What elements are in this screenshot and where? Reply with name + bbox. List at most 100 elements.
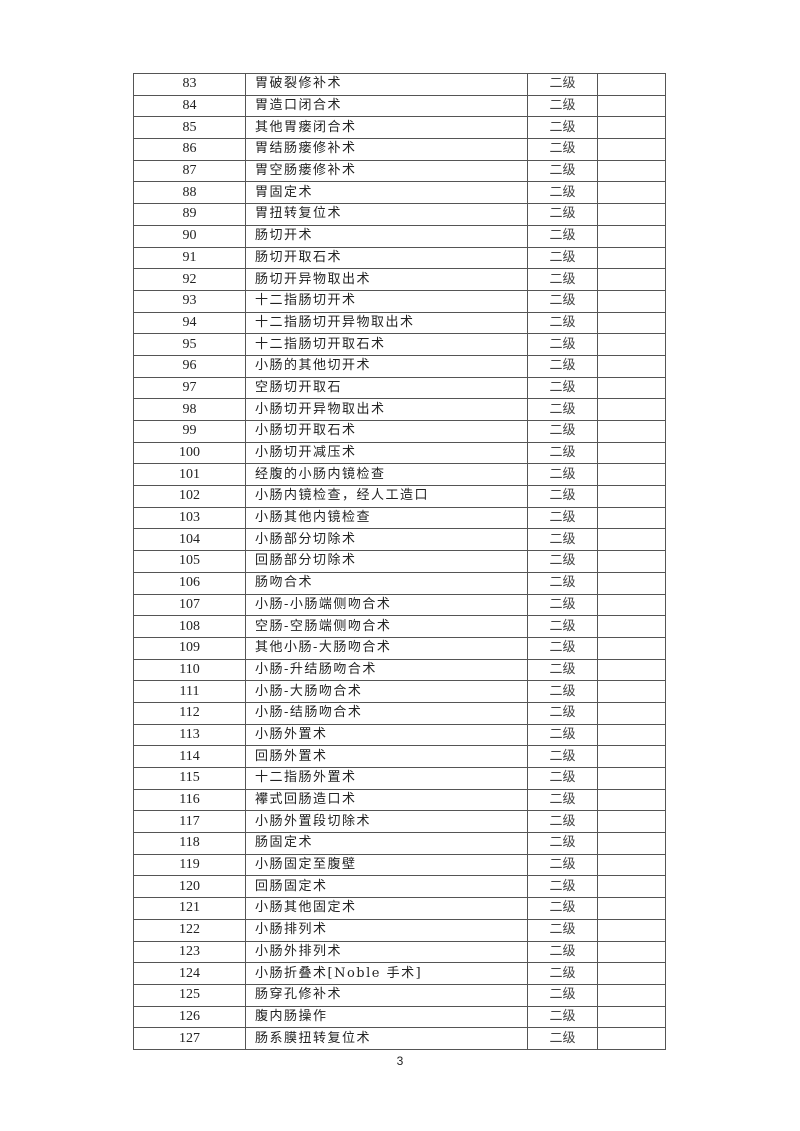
- table-row: 111 小肠-大肠吻合术 二级: [133, 680, 666, 703]
- table-row: 127 肠系膜扭转复位术 二级: [133, 1027, 666, 1050]
- procedure-name: 肠吻合术: [245, 571, 528, 595]
- row-number: 89: [133, 203, 246, 226]
- remark-cell: [597, 723, 666, 747]
- remark-cell: [597, 246, 666, 270]
- row-number: 122: [133, 918, 246, 942]
- procedure-level: 二级: [527, 745, 598, 768]
- procedure-name: 小肠-小肠端侧吻合术: [245, 593, 528, 617]
- row-number: 86: [133, 138, 246, 161]
- procedure-level: 二级: [527, 918, 598, 942]
- row-number: 87: [133, 159, 246, 183]
- row-number: 83: [133, 73, 246, 96]
- row-number: 127: [133, 1027, 246, 1050]
- procedure-name: 小肠切开减压术: [245, 441, 528, 465]
- procedure-level: 二级: [527, 723, 598, 747]
- table-row: 115 十二指肠外置术 二级: [133, 767, 666, 790]
- row-number: 123: [133, 940, 246, 964]
- remark-cell: [597, 962, 666, 985]
- procedure-level: 二级: [527, 376, 598, 400]
- procedure-level: 二级: [527, 311, 598, 335]
- row-number: 97: [133, 376, 246, 400]
- table-row: 108 空肠-空肠端侧吻合术 二级: [133, 615, 666, 638]
- procedure-name: 小肠-大肠吻合术: [245, 680, 528, 703]
- procedure-name: 肠固定术: [245, 832, 528, 855]
- row-number: 100: [133, 441, 246, 465]
- remark-cell: [597, 441, 666, 465]
- table-row: 124 小肠折叠术[Noble 手术] 二级: [133, 962, 666, 985]
- row-number: 114: [133, 745, 246, 768]
- table-row: 106 肠吻合术 二级: [133, 571, 666, 595]
- table-row: 116 襻式回肠造口术 二级: [133, 788, 666, 812]
- page-number: 3: [396, 1054, 404, 1068]
- row-number: 99: [133, 420, 246, 443]
- remark-cell: [597, 311, 666, 335]
- table-row: 94 十二指肠切开异物取出术 二级: [133, 311, 666, 335]
- procedure-level: 二级: [527, 420, 598, 443]
- table-row: 123 小肠外排列术 二级: [133, 940, 666, 964]
- remark-cell: [597, 593, 666, 617]
- row-number: 109: [133, 636, 246, 660]
- procedure-level: 二级: [527, 571, 598, 595]
- procedure-level: 二级: [527, 1005, 598, 1029]
- remark-cell: [597, 680, 666, 703]
- table-row: 125 肠穿孔修补术 二级: [133, 983, 666, 1007]
- remark-cell: [597, 940, 666, 964]
- procedure-level: 二级: [527, 506, 598, 530]
- table-row: 117 小肠外置段切除术 二级: [133, 810, 666, 834]
- procedure-level: 二级: [527, 767, 598, 790]
- procedure-level: 二级: [527, 853, 598, 877]
- row-number: 94: [133, 311, 246, 335]
- remark-cell: [597, 528, 666, 552]
- remark-cell: [597, 788, 666, 812]
- procedure-name: 小肠排列术: [245, 918, 528, 942]
- procedure-name: 其他胃瘘闭合术: [245, 116, 528, 140]
- table-row: 86 胃结肠瘘修补术 二级: [133, 138, 666, 161]
- row-number: 98: [133, 398, 246, 421]
- procedure-level: 二级: [527, 73, 598, 96]
- row-number: 103: [133, 506, 246, 530]
- procedure-name: 小肠固定至腹壁: [245, 853, 528, 877]
- table-row: 98 小肠切开异物取出术 二级: [133, 398, 666, 421]
- row-number: 126: [133, 1005, 246, 1029]
- procedure-name: 胃造口闭合术: [245, 94, 528, 118]
- row-number: 105: [133, 550, 246, 573]
- procedure-name: 小肠外置术: [245, 723, 528, 747]
- procedure-level: 二级: [527, 354, 598, 378]
- procedure-level: 二级: [527, 550, 598, 573]
- procedure-name: 空肠-空肠端侧吻合术: [245, 615, 528, 638]
- procedure-level: 二级: [527, 116, 598, 140]
- row-number: 119: [133, 853, 246, 877]
- procedure-level: 二级: [527, 875, 598, 899]
- table-row: 105 回肠部分切除术 二级: [133, 550, 666, 573]
- table-row: 99 小肠切开取石术 二级: [133, 420, 666, 443]
- table-body: 83 胃破裂修补术 二级 84 胃造口闭合术 二级 85 其他胃瘘闭合术 二级 86 胃结肠瘘修补术…: [133, 73, 666, 1050]
- procedure-name: 肠切开取石术: [245, 246, 528, 270]
- remark-cell: [597, 1005, 666, 1029]
- procedure-name: 十二指肠切开异物取出术: [245, 311, 528, 335]
- row-number: 125: [133, 983, 246, 1007]
- procedure-name: 胃空肠瘘修补术: [245, 159, 528, 183]
- procedure-name: 小肠外置段切除术: [245, 810, 528, 834]
- row-number: 85: [133, 116, 246, 140]
- table-row: 91 肠切开取石术 二级: [133, 246, 666, 270]
- procedure-name: 小肠其他内镜检查: [245, 506, 528, 530]
- procedure-level: 二级: [527, 333, 598, 356]
- table-row: 114 回肠外置术 二级: [133, 745, 666, 768]
- procedure-name: 十二指肠切开术: [245, 289, 528, 313]
- procedure-name: 小肠其他固定术: [245, 897, 528, 920]
- procedure-name: 襻式回肠造口术: [245, 788, 528, 812]
- procedure-level: 二级: [527, 897, 598, 920]
- row-number: 84: [133, 94, 246, 118]
- row-number: 104: [133, 528, 246, 552]
- procedure-level: 二级: [527, 441, 598, 465]
- procedure-name: 肠切开异物取出术: [245, 268, 528, 291]
- procedure-level: 二级: [527, 701, 598, 725]
- remark-cell: [597, 767, 666, 790]
- remark-cell: [597, 485, 666, 508]
- procedure-name: 小肠的其他切开术: [245, 354, 528, 378]
- remark-cell: [597, 853, 666, 877]
- row-number: 107: [133, 593, 246, 617]
- remark-cell: [597, 376, 666, 400]
- remark-cell: [597, 832, 666, 855]
- procedure-level: 二级: [527, 528, 598, 552]
